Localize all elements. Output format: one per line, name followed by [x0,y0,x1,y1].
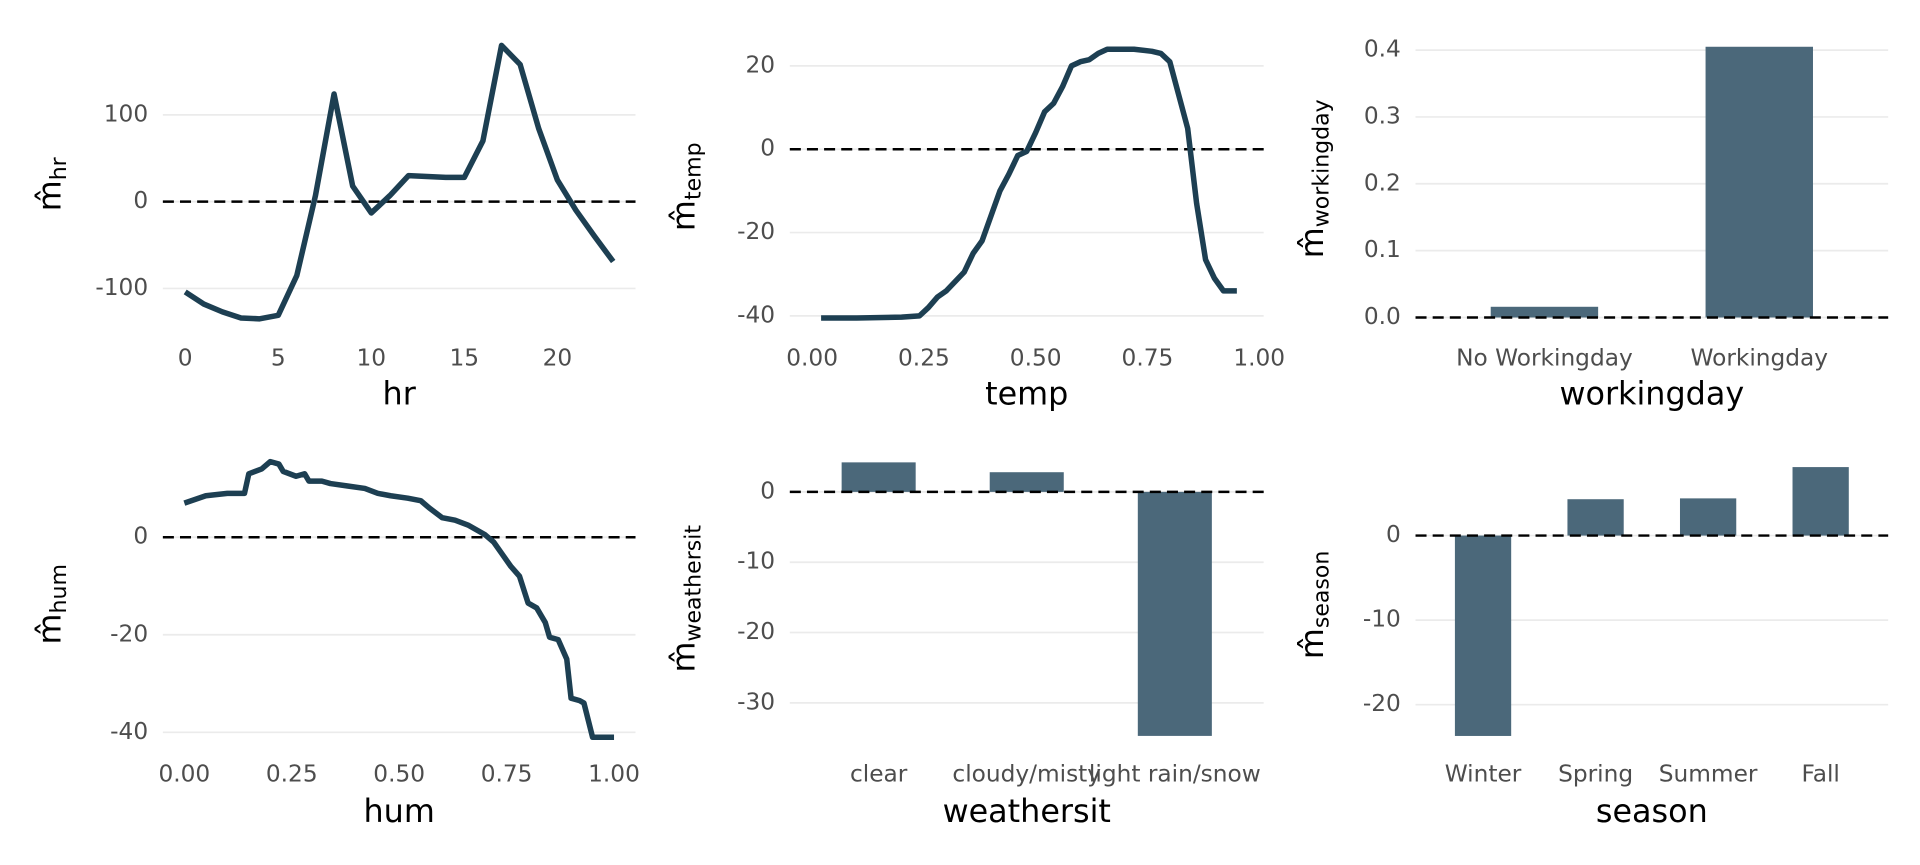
line [183,458,615,740]
x-tick-label: 0.00 [158,761,210,788]
y-axis-symbol: m̂ [1293,227,1331,258]
bar [1679,498,1737,536]
x-tick-label: 0.25 [898,344,950,371]
line [821,46,1237,321]
y-axis-subscript: weathersit [681,525,706,642]
y-tick-label: 0 [133,187,148,214]
x-tick-label: 0.50 [1010,344,1062,371]
y-tick-label: 0 [1386,521,1401,548]
x-tick-label: clear [850,761,908,788]
x-tick-label: cloudy/misty [952,761,1101,788]
bar [841,462,916,492]
y-axis-symbol: m̂ [665,200,703,231]
x-axis-title: hr [383,375,417,413]
bar [1792,467,1849,536]
y-axis-subscript: hr [47,156,72,180]
y-tick-label: 0.1 [1364,236,1401,263]
x-tick-label: Fall [1801,761,1839,788]
y-axis-title: m̂season [1293,551,1335,659]
x-tick-label: 20 [543,344,573,371]
y-tick-label: 0.4 [1364,36,1401,63]
x-tick-label: 0.75 [481,761,533,788]
y-tick-label: 0.0 [1364,303,1401,330]
y-tick-label: -40 [110,718,148,745]
y-axis-subscript: temp [681,142,706,200]
x-axis-title: workingday [1559,375,1744,413]
y-axis-symbol: m̂ [30,613,68,644]
y-tick-label: -20 [110,620,148,647]
panel: 0.0 0.1 0.2 0.3 0.4 No Workingday Workingday wo… [1293,36,1889,413]
line [183,42,616,322]
bar [989,472,1064,492]
y-tick-label: -10 [737,548,775,575]
y-tick-label: -20 [1363,690,1401,717]
y-axis-title: m̂hr [30,156,72,211]
x-tick-label: 0.25 [266,761,318,788]
x-axis-title: weathersit [943,792,1111,830]
y-axis-title: m̂workingday [1293,99,1335,258]
x-tick-label: Workingday [1690,344,1828,371]
x-axis-title: season [1596,792,1708,830]
y-tick-label: 100 [104,100,148,127]
x-tick-label: 0.50 [373,761,425,788]
y-axis-title: m̂hum [30,564,72,644]
y-tick-label: -20 [737,618,775,645]
bar [1705,46,1813,318]
y-axis-title: m̂temp [665,142,707,231]
x-tick-label: Spring [1558,761,1633,788]
y-axis-subscript: hum [47,564,72,613]
bar [1567,499,1624,536]
x-tick-label: 10 [356,344,386,371]
x-tick-label: 15 [450,344,480,371]
bar [1490,306,1599,318]
y-axis-subscript: season [1309,551,1334,628]
y-tick-label: 0.3 [1364,102,1401,129]
x-tick-label: 1.00 [1233,344,1285,371]
y-tick-label: -30 [737,688,775,715]
x-tick-label: 1.00 [588,761,640,788]
x-tick-label: 0 [178,344,193,371]
x-axis-title: temp [985,375,1068,413]
y-tick-label: -40 [737,301,775,328]
x-tick-label: 5 [271,344,286,371]
y-tick-label: -10 [1363,606,1401,633]
y-axis-symbol: m̂ [30,180,68,211]
y-tick-label: 20 [746,51,776,78]
x-tick-label: 0.00 [786,344,838,371]
y-tick-label: 0.2 [1364,169,1401,196]
y-axis-symbol: m̂ [665,642,703,673]
y-axis-symbol: m̂ [1293,628,1331,659]
bar [1137,491,1212,736]
y-tick-label: 0 [760,135,775,162]
x-tick-label: No Workingday [1456,344,1633,371]
x-tick-label: 0.75 [1122,344,1174,371]
y-tick-label: 0 [133,523,148,550]
y-axis-subscript: workingday [1309,99,1334,227]
y-tick-label: -20 [737,218,775,245]
y-tick-label: -100 [95,274,148,301]
x-tick-label: Winter [1445,761,1522,788]
x-tick-label: Summer [1659,761,1758,788]
x-axis-title: hum [364,792,435,830]
bar [1454,535,1512,736]
y-tick-label: 0 [760,477,775,504]
y-axis-title: m̂weathersit [665,525,707,673]
x-tick-label: light rain/snow [1089,761,1261,788]
